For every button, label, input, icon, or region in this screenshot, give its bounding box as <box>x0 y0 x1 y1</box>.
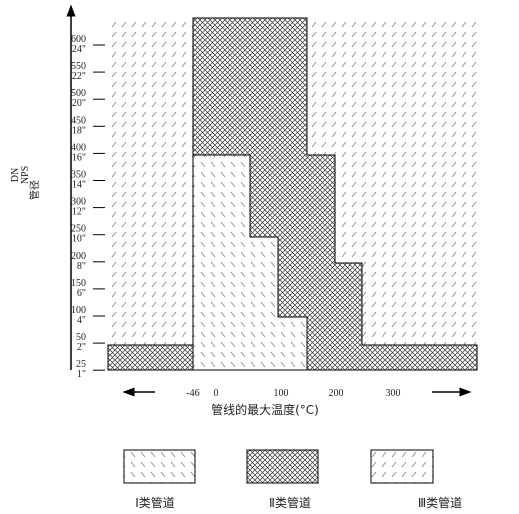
y-unit-dn: DN <box>10 168 21 182</box>
legend-swatch <box>123 449 196 484</box>
class1-region <box>192 154 308 371</box>
y-tick-nps: 2" <box>77 342 86 353</box>
x-tick-label: 100 <box>274 388 289 399</box>
y-tick-nps: 16" <box>72 152 86 163</box>
legend-swatch <box>370 449 434 484</box>
legend-label: Ⅰ类管道 <box>135 495 175 510</box>
x-tick-label: 0 <box>214 388 219 399</box>
x-tick-label: 300 <box>386 388 401 399</box>
y-title: 管径 <box>28 180 41 200</box>
y-tick-nps: 24" <box>72 44 86 55</box>
y-tick-nps: 18" <box>72 125 86 136</box>
y-tick-nps: 8" <box>77 261 86 272</box>
y-tick-dn: 400 <box>71 142 86 153</box>
x-tick-label: -46 <box>186 388 199 399</box>
y-tick-nps: 1" <box>77 369 86 380</box>
y-tick-nps: 14" <box>72 180 86 191</box>
y-tick-dn: 150 <box>71 278 86 289</box>
legend-swatch <box>246 449 319 484</box>
y-tick-nps: 12" <box>72 207 86 218</box>
y-tick-nps: 22" <box>72 71 86 82</box>
y-tick-dn: 25 <box>76 359 86 370</box>
y-tick-dn: 100 <box>71 305 86 316</box>
y-tick-dn: 600 <box>71 34 86 45</box>
x-tick-label: 200 <box>329 388 344 399</box>
legend-label: Ⅲ类管道 <box>418 495 462 510</box>
y-tick-dn: 550 <box>71 61 86 72</box>
x-title: 管线的最大温度(°C) <box>211 402 319 417</box>
legend-label: Ⅱ类管道 <box>269 495 311 510</box>
y-tick-nps: 10" <box>72 234 86 245</box>
y-tick-nps: 6" <box>77 288 86 299</box>
y-tick-dn: 200 <box>71 251 86 262</box>
y-unit-nps: NPS <box>20 166 31 184</box>
y-tick-dn: 450 <box>71 115 86 126</box>
y-tick-dn: 250 <box>71 224 86 235</box>
y-tick-dn: 500 <box>71 88 86 99</box>
y-tick-nps: 4" <box>77 315 86 326</box>
y-tick-dn: 350 <box>71 170 86 181</box>
y-tick-nps: 20" <box>72 98 86 109</box>
y-tick-dn: 300 <box>71 197 86 208</box>
y-tick-dn: 50 <box>76 332 86 343</box>
